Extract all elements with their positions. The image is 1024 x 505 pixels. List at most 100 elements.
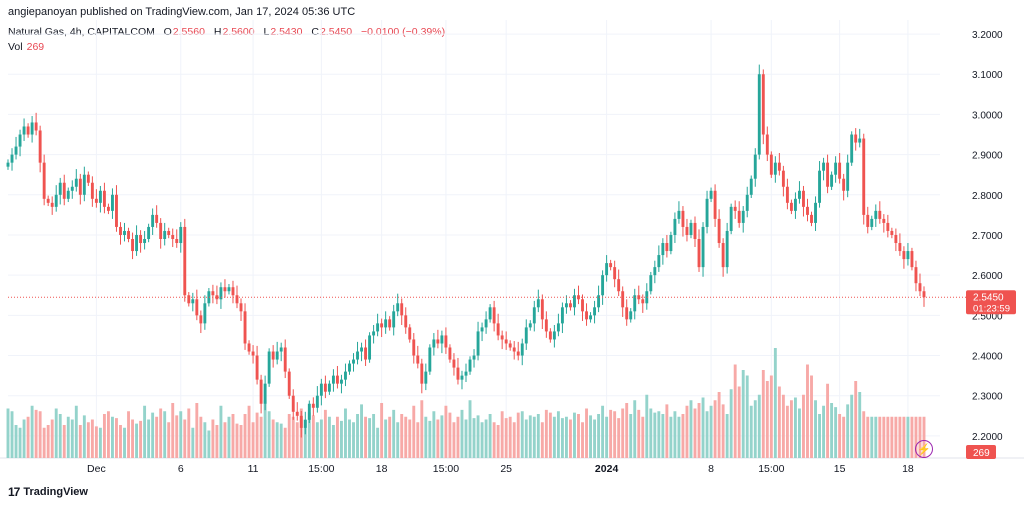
candle-body: [323, 383, 327, 392]
candle-body: [119, 226, 122, 235]
volume-bar: [364, 416, 368, 458]
candle-body: [544, 319, 548, 332]
volume-bar: [22, 419, 26, 458]
candle-body: [111, 194, 114, 211]
candles: [6, 64, 926, 438]
candle-body: [484, 319, 488, 328]
volume-bar: [167, 422, 171, 458]
volume-bar: [295, 422, 299, 458]
volume-bar: [737, 386, 741, 458]
volume-bar: [717, 392, 721, 458]
x-tick-label: 15:00: [433, 463, 459, 475]
volume-bar: [368, 418, 372, 458]
candle-body: [914, 267, 918, 284]
candle-body: [299, 415, 303, 428]
volume-bar: [721, 404, 725, 458]
volume-bar: [673, 411, 677, 458]
footer-brand[interactable]: 17 TradingView: [8, 485, 88, 499]
volume-bar: [408, 419, 412, 458]
candle-body: [416, 355, 420, 364]
candle-body: [693, 222, 697, 239]
candle-body: [890, 230, 894, 235]
candle-body: [90, 182, 94, 199]
volume-bar: [725, 414, 729, 458]
candle-body: [866, 214, 870, 227]
volume-bar: [818, 414, 821, 458]
volume-bar: [38, 411, 42, 458]
candle-body: [408, 327, 412, 340]
candle-body: [259, 379, 263, 404]
volume-bar: [412, 405, 416, 458]
candle-body: [319, 383, 323, 396]
volume-bar: [536, 414, 540, 458]
volume-bar: [745, 375, 749, 458]
volume-bar: [460, 409, 464, 458]
candle-body: [215, 295, 219, 300]
symbol-label[interactable]: Natural Gas, 4h, CAPITALCOM: [8, 26, 155, 38]
volume-bar: [548, 412, 552, 458]
candle-body: [512, 347, 516, 352]
volume-bar: [472, 418, 476, 458]
volume-bar: [223, 422, 227, 458]
x-tick-label: 18: [376, 463, 388, 475]
volume-bar: [500, 411, 504, 458]
candle-body: [629, 311, 633, 320]
candle-body: [906, 251, 910, 260]
volume-bar: [416, 422, 420, 458]
volume-bar: [532, 416, 536, 458]
candle-body: [749, 178, 753, 195]
candle-body: [564, 303, 568, 308]
volume-bar: [769, 375, 773, 458]
lightning-icon[interactable]: ⚡: [915, 440, 933, 458]
last-price-tag: [966, 290, 1016, 315]
candle-body: [560, 307, 564, 324]
candle-body: [548, 331, 552, 340]
volume-bar: [400, 414, 404, 458]
last-volume-tag: [966, 445, 996, 459]
volume-bar: [50, 419, 54, 458]
volume-bar: [701, 397, 705, 458]
volume-bar: [404, 416, 408, 458]
candle-body: [10, 154, 14, 163]
volume-bar: [123, 427, 126, 458]
volume-bar: [348, 419, 351, 458]
high-value: 2.5600: [222, 26, 255, 38]
candle-body: [569, 303, 572, 308]
volume-bar: [613, 411, 617, 458]
volume-bar: [90, 419, 94, 458]
volume-bar: [227, 416, 231, 458]
volume-bar: [689, 400, 693, 458]
volume-bar: [115, 418, 118, 458]
volume-label[interactable]: Vol: [8, 41, 23, 53]
volume-bar: [335, 416, 339, 458]
volume-bar: [729, 389, 733, 458]
volume-bar: [119, 425, 122, 458]
volume-legend: Vol 269: [8, 41, 44, 53]
candle-body: [761, 74, 765, 135]
close-value: 2.5450: [319, 26, 353, 38]
volume-bar: [98, 427, 102, 458]
volume-bar: [428, 420, 432, 458]
volume-bar: [850, 394, 854, 458]
candle-body: [46, 198, 50, 203]
volume-bar: [480, 422, 484, 458]
candle-body: [352, 359, 355, 364]
volume-bar: [914, 416, 918, 458]
candle-body: [733, 206, 737, 211]
volume-bar: [135, 423, 139, 458]
volume-bar: [556, 411, 560, 458]
candle-body: [669, 234, 673, 252]
candle-body: [601, 275, 605, 296]
volume-bar: [761, 370, 765, 458]
volume-bar: [215, 425, 219, 458]
candle-body: [42, 162, 46, 199]
candle-body: [444, 335, 448, 348]
volume-bar: [211, 419, 215, 458]
y-tick-label: 2.6000: [972, 271, 1003, 282]
candle-body: [255, 355, 259, 380]
volume-bar: [520, 411, 524, 458]
volume-bar: [243, 414, 247, 458]
volume-bar: [560, 418, 564, 458]
candle-body: [191, 299, 195, 304]
